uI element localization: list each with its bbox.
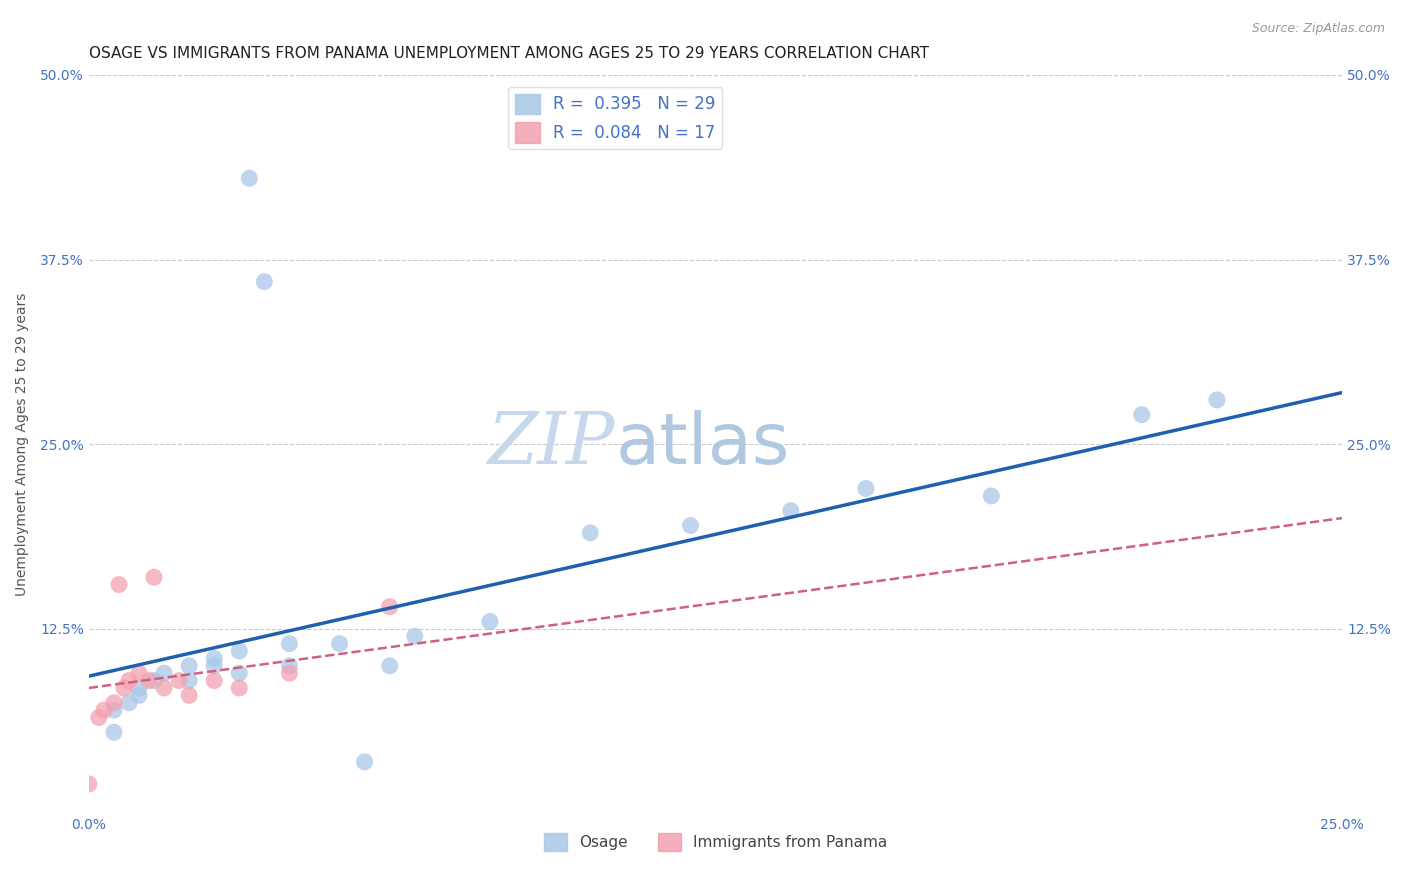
Y-axis label: Unemployment Among Ages 25 to 29 years: Unemployment Among Ages 25 to 29 years [15, 293, 30, 596]
Osage [143, 673, 166, 688]
Immigrants from Panama [103, 696, 125, 710]
Immigrants from Panama [167, 673, 190, 688]
Osage [404, 629, 426, 643]
Immigrants from Panama [112, 681, 135, 695]
Osage [179, 673, 201, 688]
Legend: R =  0.395   N = 29, R =  0.084   N = 17: R = 0.395 N = 29, R = 0.084 N = 17 [508, 87, 723, 149]
Immigrants from Panama [228, 681, 250, 695]
Osage [378, 658, 401, 673]
Text: ZIP: ZIP [488, 409, 616, 480]
Osage [328, 637, 350, 651]
Osage [1130, 408, 1153, 422]
Osage [202, 658, 225, 673]
Osage [980, 489, 1002, 503]
Text: atlas: atlas [616, 409, 790, 479]
Osage [579, 525, 602, 540]
Immigrants from Panama [378, 599, 401, 614]
Osage [1206, 392, 1229, 407]
Osage [855, 482, 877, 496]
Osage [128, 681, 150, 695]
Immigrants from Panama [179, 689, 201, 703]
Osage [278, 637, 301, 651]
Immigrants from Panama [93, 703, 115, 717]
Osage [179, 658, 201, 673]
Osage [679, 518, 702, 533]
Immigrants from Panama [128, 666, 150, 681]
Osage [278, 658, 301, 673]
Immigrants from Panama [143, 570, 166, 584]
Text: OSAGE VS IMMIGRANTS FROM PANAMA UNEMPLOYMENT AMONG AGES 25 TO 29 YEARS CORRELATI: OSAGE VS IMMIGRANTS FROM PANAMA UNEMPLOY… [89, 46, 929, 62]
Text: Source: ZipAtlas.com: Source: ZipAtlas.com [1251, 22, 1385, 36]
Osage [153, 666, 176, 681]
Osage [353, 755, 375, 769]
Osage [779, 504, 801, 518]
Osage [478, 615, 501, 629]
Osage [202, 651, 225, 665]
Osage [238, 171, 260, 186]
Osage [128, 689, 150, 703]
Immigrants from Panama [108, 577, 131, 591]
Osage [103, 725, 125, 739]
Osage [103, 703, 125, 717]
Immigrants from Panama [87, 710, 110, 724]
Immigrants from Panama [278, 666, 301, 681]
Osage [118, 696, 141, 710]
Osage [253, 275, 276, 289]
Osage [228, 644, 250, 658]
Immigrants from Panama [118, 673, 141, 688]
Immigrants from Panama [138, 673, 160, 688]
Immigrants from Panama [153, 681, 176, 695]
Immigrants from Panama [77, 777, 100, 791]
Osage [228, 666, 250, 681]
Immigrants from Panama [202, 673, 225, 688]
